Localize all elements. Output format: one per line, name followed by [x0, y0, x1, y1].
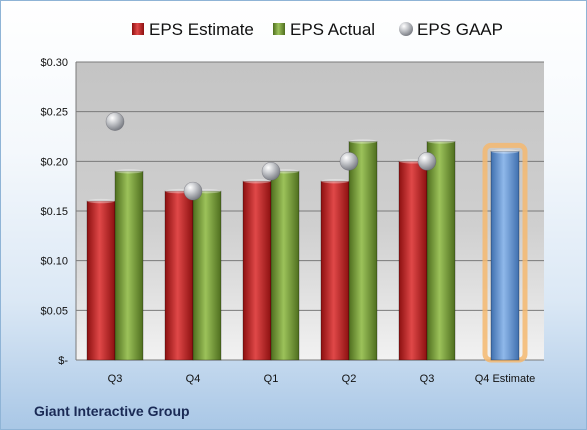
- bars: [86, 139, 528, 363]
- x-tick-label: Q3: [420, 373, 435, 385]
- gridlines: [75, 61, 544, 361]
- gaap-marker-2: [261, 161, 281, 181]
- gaap-marker-4: [417, 152, 437, 171]
- bar-eps-actual-0-cap: [115, 169, 143, 174]
- y-tick-label: $0.25: [40, 107, 68, 119]
- bar-eps-actual-0-body: [114, 170, 144, 361]
- bar-eps-actual-0: [114, 169, 144, 361]
- legend-sphere-icon: [399, 22, 413, 36]
- bar-eps-estimate-3-cap: [321, 179, 349, 184]
- x-tick-label: Q1: [264, 373, 279, 385]
- legend: EPS Estimate EPS Actual EPS GAAP: [132, 20, 503, 39]
- legend-label: EPS Estimate: [149, 20, 254, 39]
- legend-label: EPS Actual: [290, 20, 375, 39]
- bar-eps-actual-1: [192, 188, 222, 361]
- y-tick-label: $0.15: [40, 206, 68, 218]
- legend-item-eps-estimate: EPS Estimate: [132, 20, 254, 39]
- bar-eps-estimate-2-body: [242, 180, 272, 361]
- x-tick-label: Q3: [108, 373, 123, 385]
- bar-q4-estimate: [490, 149, 520, 361]
- bar-eps-estimate-0-cap: [87, 198, 115, 204]
- legend-item-eps-gaap: EPS GAAP: [399, 20, 503, 39]
- bar-eps-actual-1-body: [192, 190, 222, 361]
- bar-eps-actual-3-body: [348, 141, 378, 361]
- gaap-markers: [105, 112, 437, 201]
- y-tick-label: $-: [58, 355, 68, 367]
- bar-q4-estimate-cap: [491, 149, 519, 154]
- bar-eps-actual-2-body: [270, 170, 300, 361]
- y-tick-label: $0.05: [40, 305, 68, 317]
- bar-eps-actual-3-cap: [349, 139, 377, 144]
- y-tick-label: $0.30: [40, 57, 68, 69]
- y-tick-label: $0.10: [40, 256, 68, 268]
- bar-eps-actual-4-body: [426, 141, 456, 361]
- x-tick-label: Q2: [342, 373, 357, 385]
- company-name: Giant Interactive Group: [34, 403, 190, 419]
- bar-eps-estimate-4-body: [398, 160, 428, 361]
- axis-labels: $- $0.05 $0.10 $0.15 $0.20 $0.25 $0.30 Q3 Q4 Q1 Q2…: [40, 57, 535, 385]
- legend-swatch-icon: [273, 23, 285, 35]
- bar-eps-actual-2: [270, 169, 300, 361]
- bar-eps-estimate-4: [398, 159, 428, 361]
- gaap-marker-0: [105, 112, 125, 131]
- legend-swatch-icon: [132, 23, 144, 35]
- bar-eps-estimate-2-cap: [243, 179, 271, 184]
- bar-eps-estimate-3-body: [320, 180, 350, 361]
- bar-eps-actual-4-cap: [427, 139, 455, 144]
- x-tick-label: Q4: [186, 373, 201, 385]
- bar-q4-estimate-body: [490, 150, 520, 361]
- bar-eps-estimate-0-body: [86, 200, 116, 361]
- bar-eps-actual-4: [426, 139, 456, 361]
- bar-eps-actual-3: [348, 139, 378, 361]
- bar-eps-estimate-1-body: [164, 190, 194, 361]
- x-tick-label: Q4 Estimate: [475, 373, 536, 385]
- gaap-marker-1: [183, 181, 203, 201]
- legend-label: EPS GAAP: [417, 20, 503, 39]
- bar-eps-estimate-3: [320, 179, 350, 361]
- gaap-marker-3: [339, 152, 359, 171]
- bar-eps-estimate-1: [164, 188, 194, 361]
- bar-eps-estimate-2: [242, 179, 272, 361]
- y-tick-label: $0.20: [40, 156, 68, 168]
- legend-item-eps-actual: EPS Actual: [273, 20, 375, 39]
- bar-eps-estimate-0: [86, 198, 116, 361]
